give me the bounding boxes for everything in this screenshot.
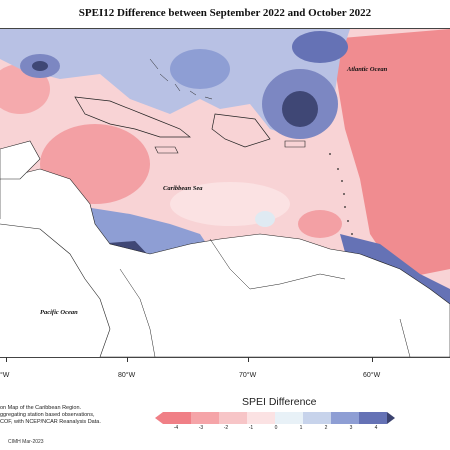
atlantic-ocean-label: Atlantic Ocean xyxy=(347,66,388,73)
legend-tick: -4 xyxy=(173,425,179,431)
legend-arrow-left xyxy=(155,412,163,424)
yucatan-land xyxy=(0,140,41,180)
blue-north-cell xyxy=(292,31,348,63)
legend-title: SPEI Difference xyxy=(242,396,317,408)
pacific-ocean-label: Pacific Ocean xyxy=(40,309,78,316)
darkblue-gulf-core xyxy=(32,61,48,71)
legend-arrow-right xyxy=(387,412,395,424)
red-patch-atlantic xyxy=(385,84,415,104)
panama-colombia-border xyxy=(119,268,156,357)
legend-tick: -2 xyxy=(223,425,229,431)
lesser-antilles-islands xyxy=(329,153,353,235)
legend-swatch xyxy=(275,412,303,424)
lon-label-80w: 80°W xyxy=(118,372,136,379)
legend-tick: 2 xyxy=(324,425,328,431)
legend-swatch xyxy=(331,412,359,424)
spei-map xyxy=(0,29,450,357)
legend-swatch xyxy=(247,412,275,424)
near-zero-patch xyxy=(255,211,275,227)
lon-tick xyxy=(127,357,128,362)
legend-swatch xyxy=(303,412,331,424)
legend-tick: 4 xyxy=(374,425,378,431)
pacific-coastline xyxy=(0,223,111,357)
legend-colorbar xyxy=(155,412,395,424)
red-lesser-antilles xyxy=(298,210,342,238)
guyana-border xyxy=(399,318,411,357)
lon-tick xyxy=(372,357,373,362)
legend-swatch xyxy=(163,412,191,424)
lon-label-70w: 70°W xyxy=(239,372,257,379)
legend-swatch xyxy=(219,412,247,424)
blue-bahamas-cell xyxy=(170,49,230,89)
cuba-outline xyxy=(74,96,191,138)
lon-label-60w: 60°W xyxy=(363,372,381,379)
map-area: Atlantic Ocean Caribbean Sea Pacific Oce… xyxy=(0,28,450,358)
legend-tick: -1 xyxy=(248,425,254,431)
red-east-atlantic xyxy=(330,29,450,279)
darkblue-atlantic-core xyxy=(282,91,318,127)
lon-label-left: °W xyxy=(0,372,10,379)
lon-tick xyxy=(248,357,249,362)
puerto-rico-outline xyxy=(284,140,306,148)
country-borders xyxy=(209,238,346,290)
legend-tick: 3 xyxy=(349,425,353,431)
map-title: SPEI12 Difference between September 2022… xyxy=(78,7,372,19)
source-line: COF, with NCEP/NCAR Reanalysis Data. xyxy=(0,419,101,425)
legend-tick: 0 xyxy=(274,425,278,431)
legend-swatch xyxy=(359,412,387,424)
land-south xyxy=(0,168,450,357)
hispaniola-outline xyxy=(211,113,271,148)
pacific-water xyxy=(0,219,110,357)
legend-tick: 1 xyxy=(299,425,303,431)
source-note: on Map of the Caribbean Region. ggregati… xyxy=(0,405,101,426)
credit-text: CIMH Mar-2023 xyxy=(8,439,44,445)
bahamas-islands xyxy=(149,58,213,100)
source-line: on Map of the Caribbean Region. xyxy=(0,405,82,411)
lon-tick xyxy=(6,357,7,362)
caribbean-sea-label: Caribbean Sea xyxy=(163,185,203,192)
source-line: ggregating station based observations, xyxy=(0,412,95,418)
jamaica-outline xyxy=(154,146,179,154)
legend-tick: -3 xyxy=(198,425,204,431)
legend-swatch xyxy=(191,412,219,424)
